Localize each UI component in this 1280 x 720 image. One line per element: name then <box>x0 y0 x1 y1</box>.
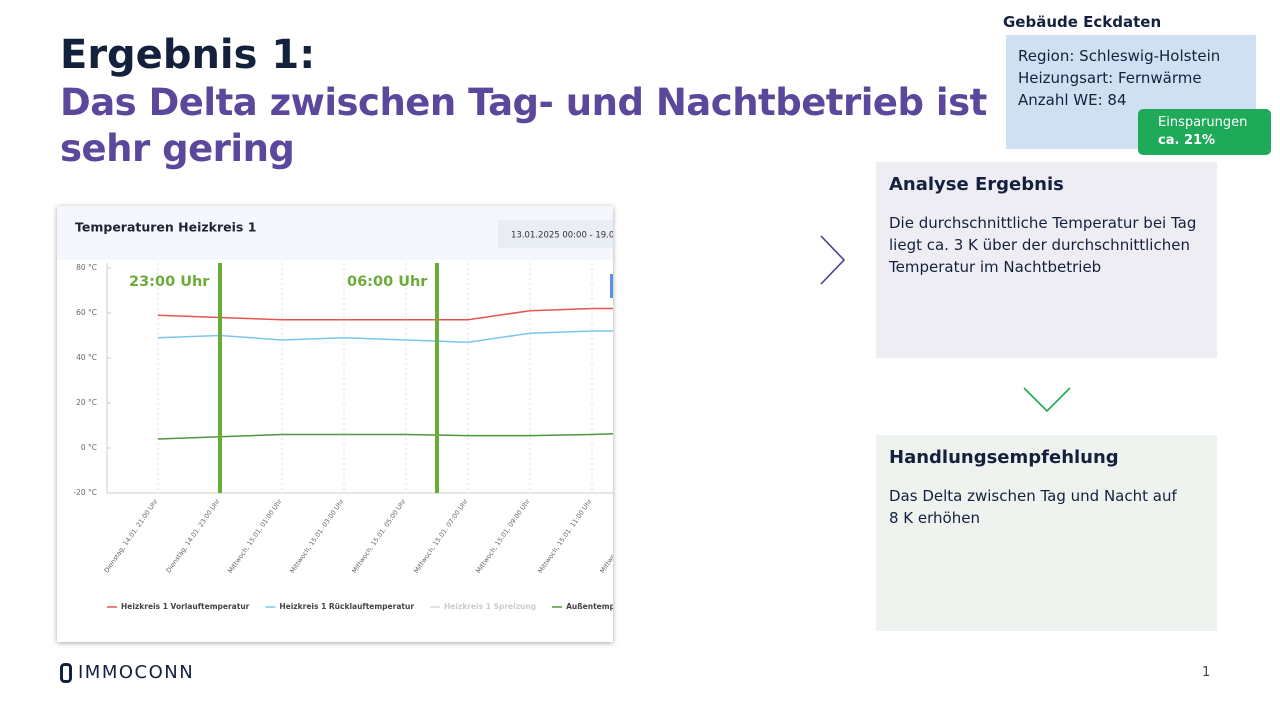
plot <box>157 307 613 440</box>
x-tick-label: Mittwoch, 15.01. 01:00 Uhr <box>226 497 284 575</box>
logo-text: IMMOCONN <box>78 662 195 683</box>
subtitle: Das Delta zwischen Tag- und Nachtbetrieb… <box>60 81 987 170</box>
page-number: 1 <box>1202 665 1211 680</box>
arrow-right <box>820 235 846 285</box>
recommendation-card: Handlungsempfehlung Das Delta zwischen T… <box>876 435 1217 631</box>
recommendation-title: Handlungsempfehlung <box>889 447 1119 468</box>
savings-value: ca. 21% <box>1158 133 1216 148</box>
x-tick-label: Mittwoch, 15.01. 11:00 Uhr <box>536 497 594 575</box>
legend-label: Außentemperatur <box>566 602 613 611</box>
y-tick-label: 60 °C <box>76 308 97 317</box>
analysis-text: Die durchschnittliche Temperatur bei Tag… <box>889 214 1197 276</box>
annotation: 23:00 Uhr <box>129 274 210 290</box>
chart-title: Temperaturen Heizkreis 1 <box>75 220 256 235</box>
x-tick-label: Mittwoch, 15.01. 05:00 Uhr <box>350 497 408 575</box>
analysis-title: Analyse Ergebnis <box>889 174 1064 195</box>
date-range: 13.01.2025 00:00 - 19.0 <box>511 231 613 241</box>
series-line <box>157 307 613 321</box>
y-tick-label: 40 °C <box>76 353 97 362</box>
arrow-down <box>1023 387 1071 413</box>
analysis-card: Analyse Ergebnis Die durchschnittliche T… <box>876 162 1217 358</box>
x-tick-label: Mittwoch, 15.01. 03:00 Uhr <box>288 497 346 575</box>
building-line: Region: Schleswig-Holstein <box>1018 47 1221 65</box>
recommendation-text: Das Delta zwischen Tag und Nacht auf 8 K… <box>889 487 1177 527</box>
building-box: Region: Schleswig-Holstein Heizungsart: … <box>1006 35 1256 149</box>
chart: Temperaturen Heizkreis 1 13.01.2025 00:0… <box>57 206 613 611</box>
y-tick-label: 0 °C <box>81 443 97 452</box>
y-tick-label: 20 °C <box>76 398 97 407</box>
savings-label: Einsparungen <box>1158 115 1248 130</box>
chart-screenshot: Temperaturen Heizkreis 1 13.01.2025 00:0… <box>57 206 613 642</box>
x-tick-label: Dienstag, 14.01. 23:00 Uhr <box>164 497 221 574</box>
savings-badge: Einsparungen ca. 21% <box>1138 109 1271 155</box>
logo-icon <box>60 662 72 683</box>
x-tick-label: Mittwoch, 15.01. 09:00 Uhr <box>474 497 532 575</box>
y-tick-label: -20 °C <box>73 488 97 497</box>
legend-label: Heizkreis 1 Spreizung <box>444 602 536 611</box>
series-line <box>157 432 613 440</box>
logo: IMMOCONN <box>60 662 194 683</box>
legend-label: Heizkreis 1 Vorlauftemperatur <box>121 602 250 611</box>
building-line: Heizungsart: Fernwärme <box>1018 69 1202 87</box>
building-line: Anzahl WE: 84 <box>1018 91 1127 109</box>
y-tick-label: 80 °C <box>76 263 97 272</box>
x-tick-label: Mittwoch, 15.01. 07:00 Uhr <box>412 497 470 575</box>
x-tick-label: Dienstag, 14.01. 21:00 Uhr <box>102 497 159 574</box>
series-line <box>157 330 613 344</box>
title: Ergebnis 1: <box>60 32 316 78</box>
x-tick-label: Mittwoch, 15.01. 13:00 Uhr <box>598 497 613 575</box>
annotation: 06:00 Uhr <box>347 274 428 290</box>
building-title: Gebäude Eckdaten <box>1003 13 1162 31</box>
date-range-box <box>498 220 613 248</box>
legend-label: Heizkreis 1 Rücklauftemperatur <box>279 602 414 611</box>
scroll-handle <box>610 274 613 298</box>
